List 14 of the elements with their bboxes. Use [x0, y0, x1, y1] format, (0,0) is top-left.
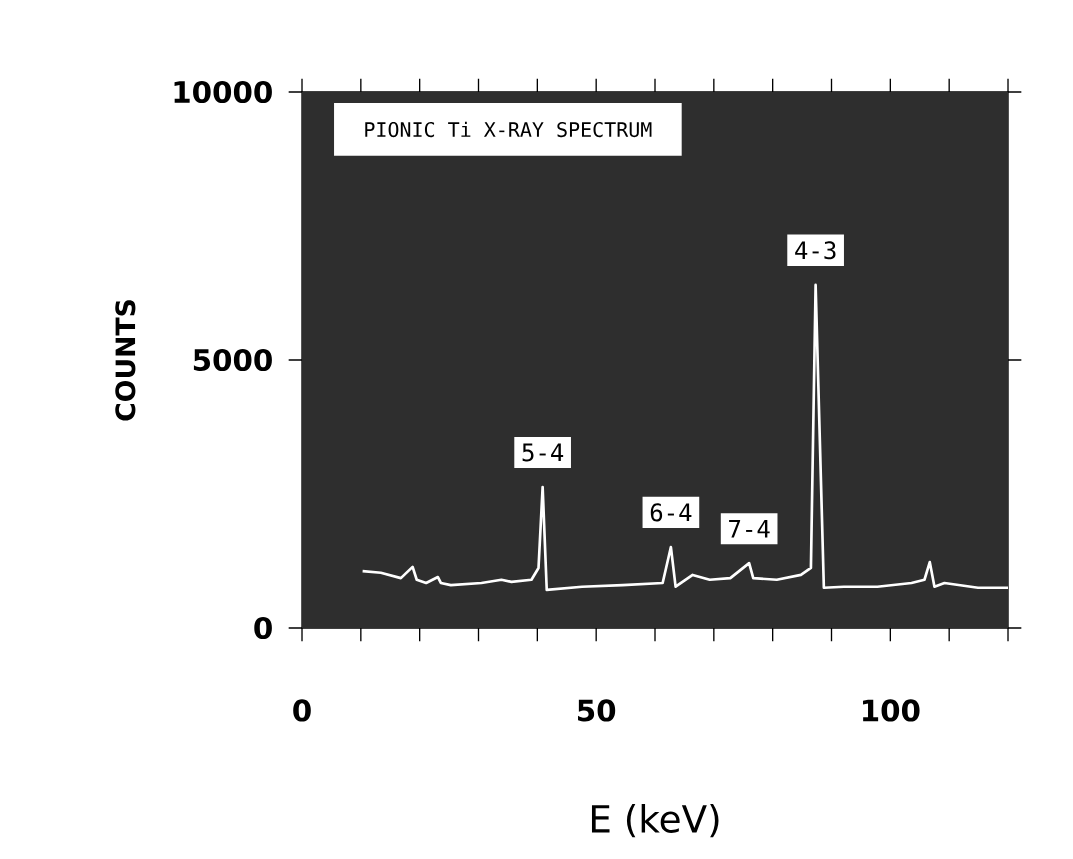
annotation: 6-4 — [650, 503, 692, 522]
x-tick-label: 50 — [578, 699, 616, 722]
y-tick-label: 10000 — [174, 80, 272, 104]
annotation: 4-3 — [795, 241, 836, 260]
y-tick-label: 5000 — [193, 348, 272, 372]
text: PIONIC Ti X-RAY SPECTRUM — [365, 121, 652, 138]
x-axis-title: E (keV) — [591, 804, 719, 838]
y-tick-label: 0 — [254, 616, 272, 640]
line-series — [361, 283, 1010, 592]
annotation: 5-4 — [522, 443, 564, 462]
annotation: 7-4 — [729, 520, 770, 538]
x-tick-label: 100 — [863, 699, 920, 722]
y-axis-title: COUNTS — [115, 300, 136, 421]
x-tick-label: 0 — [293, 699, 311, 722]
